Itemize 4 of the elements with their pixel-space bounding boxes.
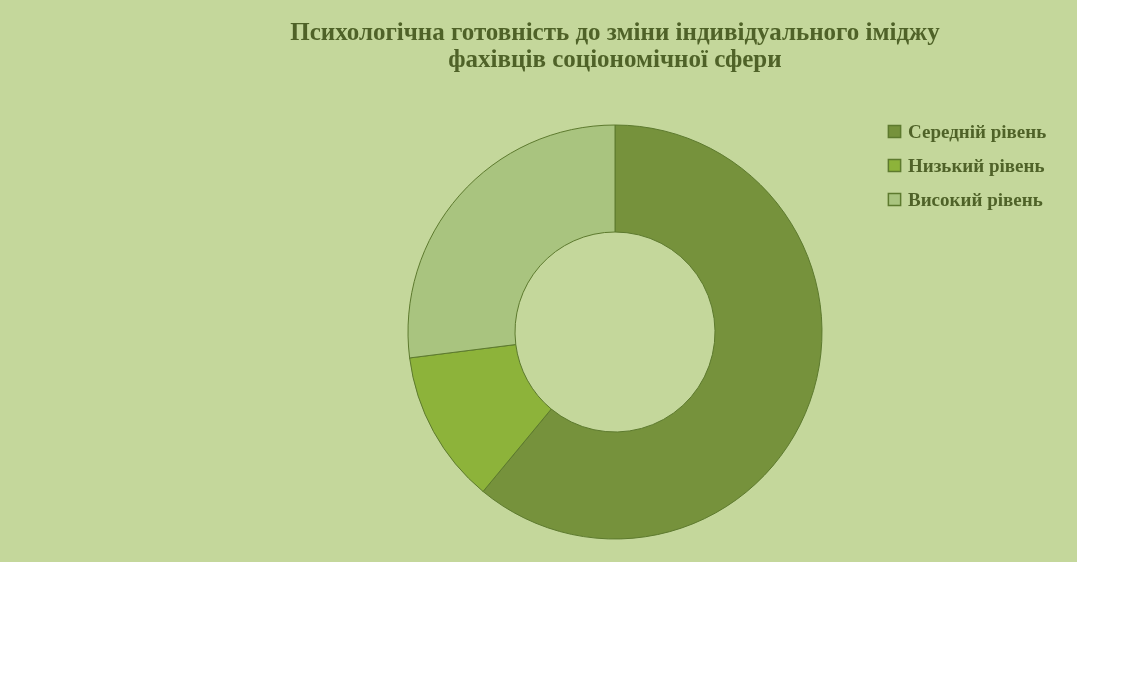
legend-label: Середній рівень xyxy=(908,120,1047,142)
chart-title: Психологічна готовність до зміни індивідуального іміджу фахівців соціономічної сфери xyxy=(290,18,941,72)
legend-label: Високий рівень xyxy=(908,188,1043,210)
legend-label: Низький рівень xyxy=(908,154,1045,176)
